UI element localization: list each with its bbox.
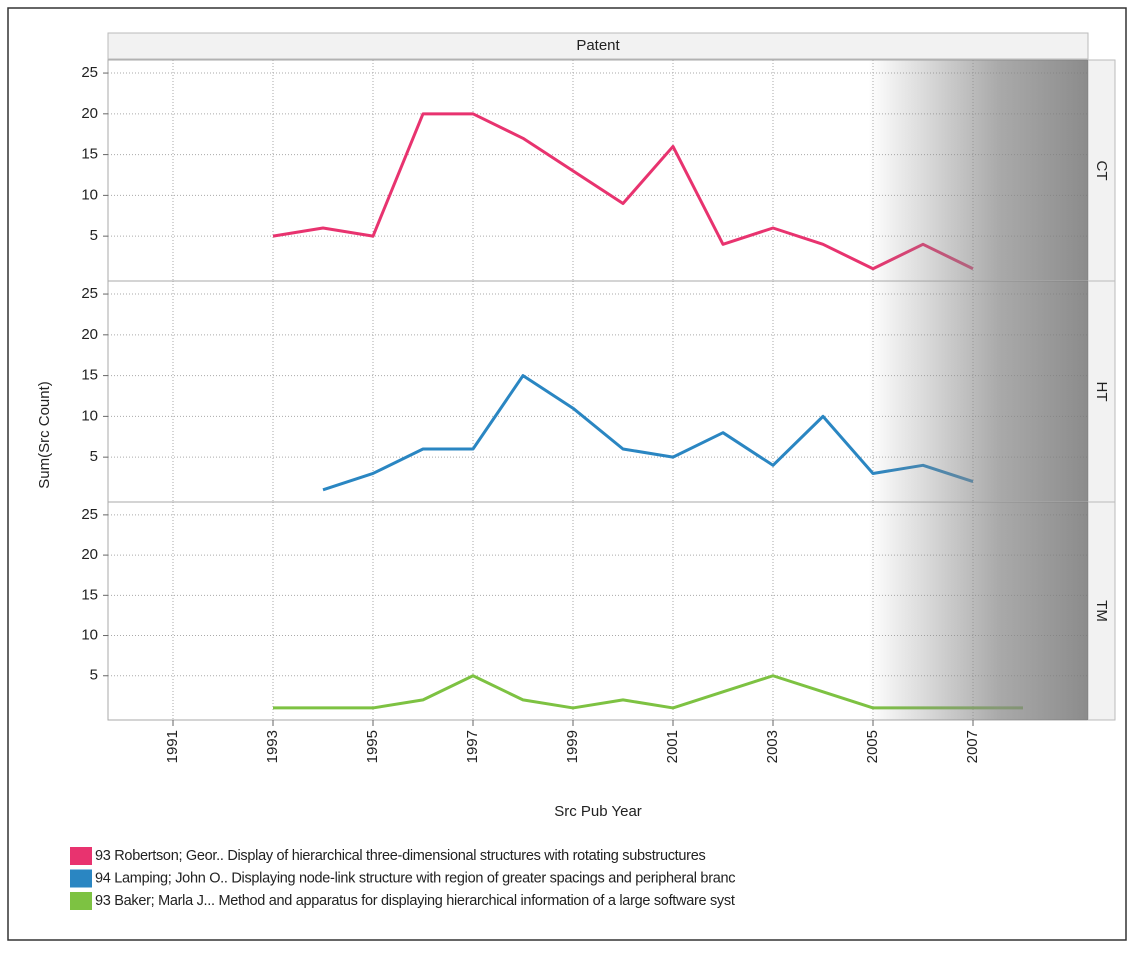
legend-swatch: [70, 869, 92, 888]
y-tick-label: 10: [81, 186, 98, 203]
x-tick-label: 1993: [264, 730, 281, 763]
y-tick-label: 10: [81, 407, 98, 424]
series-line: [322, 374, 974, 492]
x-axis-label: Src Pub Year: [554, 803, 642, 820]
y-tick-label: 5: [90, 227, 98, 244]
y-tick-label: 15: [81, 586, 98, 603]
x-tick-label: 2005: [864, 730, 881, 763]
x-tick-label: 1991: [164, 730, 181, 763]
x-tick-label: 1995: [364, 730, 381, 763]
legend-swatch: [70, 892, 92, 910]
y-tick-label: 20: [81, 546, 98, 563]
y-tick-label: 15: [81, 146, 98, 163]
panel-strip: [1087, 59, 1116, 282]
y-tick-label: 5: [90, 667, 98, 684]
legend-label: 93 Robertson; Geor.. Display of hierarch…: [95, 848, 705, 864]
panel-label: TM: [1093, 600, 1110, 622]
facet-header: Patent: [576, 37, 620, 54]
series-line: [272, 112, 974, 271]
y-tick-label: 10: [81, 627, 98, 644]
y-tick-label: 5: [90, 448, 98, 465]
plot-layer: 5 10 15 20 25 CT 5 10 15 20 25 HT 1991 1993 1995 1997 19…: [70, 59, 1116, 910]
y-tick-label: 20: [81, 105, 98, 122]
y-tick-label: 25: [81, 506, 98, 523]
x-tick-label: 2001: [664, 730, 681, 763]
panel-label: CT: [1093, 161, 1110, 181]
facet-header-bar: [107, 32, 1089, 60]
legend: 93 Robertson; Geor.. Display of hierarch…: [70, 847, 736, 910]
forecast-shade: [868, 60, 1088, 281]
legend-swatch: [70, 847, 92, 865]
y-tick-label: 25: [81, 64, 98, 81]
y-axis-label: Sum(Src Count): [36, 381, 53, 489]
x-tick-label: 2007: [964, 730, 981, 763]
y-tick-label: 25: [81, 285, 98, 302]
forecast-shade: [868, 502, 1088, 720]
x-tick-label: 1999: [564, 730, 581, 763]
x-tick-label: 1997: [464, 730, 481, 763]
panel-label: HT: [1093, 382, 1110, 402]
legend-label: 94 Lamping; John O.. Displaying node-lin…: [95, 870, 735, 886]
y-tick-label: 15: [81, 367, 98, 384]
y-tick-label: 20: [81, 326, 98, 343]
x-tick-label: 2003: [764, 730, 781, 763]
forecast-shade: [868, 281, 1088, 502]
legend-label: 93 Baker; Marla J... Method and apparatu…: [95, 893, 735, 909]
